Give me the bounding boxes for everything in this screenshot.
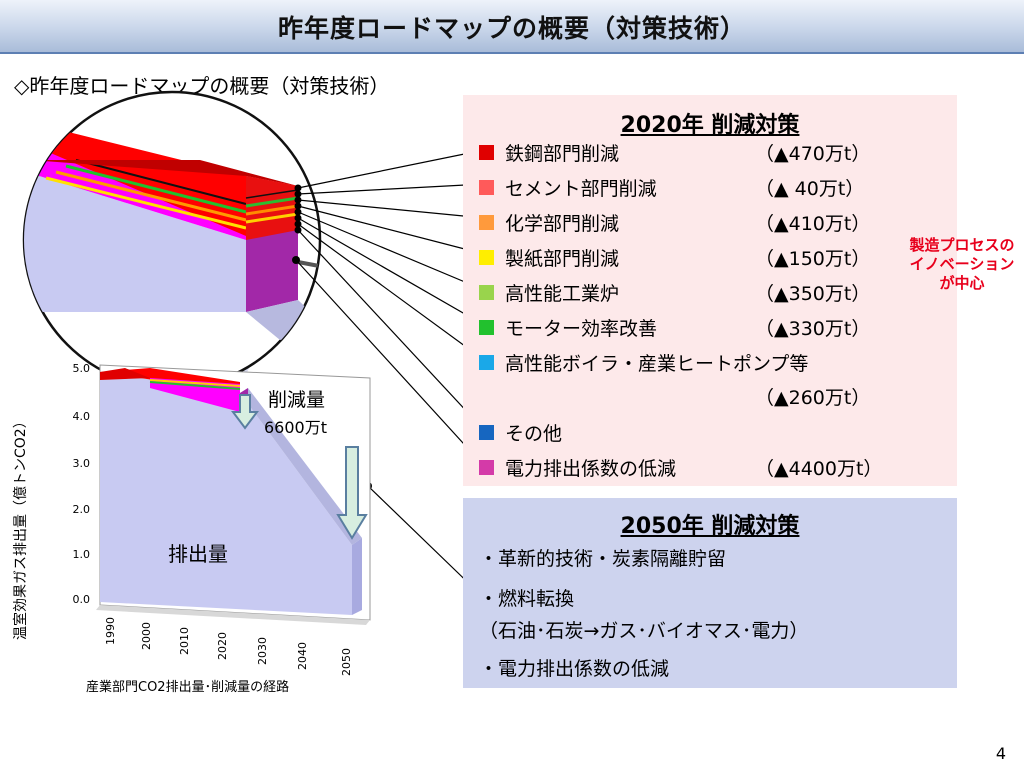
box-2050-measures: 2050年 削減対策 ・革新的技術・炭素隔離貯留 ・燃料転換 （石油･石炭→ガス… — [463, 498, 957, 688]
bracket-note: 製造プロセスのイノベーションが中心 — [909, 236, 1015, 292]
emission-area-side — [240, 388, 362, 545]
legend-value-cement: （▲ 40万t） — [755, 178, 865, 200]
chart-plot-floor — [96, 605, 370, 625]
x-tick-label: 1990 — [104, 617, 117, 645]
reduction-arrow-2050 — [336, 446, 368, 540]
legend-value-boiler: （▲260万t） — [755, 387, 871, 409]
legend-swatch-power — [479, 460, 494, 475]
y-tick-label: 0.0 — [73, 593, 91, 606]
legend-swatch-boiler — [479, 355, 494, 370]
legend-value-paper: （▲150万t） — [755, 248, 871, 270]
page-number: 4 — [995, 744, 1006, 763]
x-tick-label: 2050 — [340, 648, 353, 676]
slide-header: 昨年度ロードマップの概要（対策技術） — [0, 0, 1024, 54]
reduction-label: 削減量 — [268, 389, 325, 411]
box-2020-title: 2020年 削減対策 — [620, 113, 800, 138]
legend-item-boiler: 高性能ボイラ・産業ヒートポンプ等 — [505, 353, 809, 375]
reduction-arrow-2020 — [231, 394, 259, 430]
legend-swatch-furnace — [479, 285, 494, 300]
emission-area-edge — [352, 538, 362, 615]
legend-value-motor: （▲330万t） — [755, 318, 871, 340]
legend-swatch-other — [479, 425, 494, 440]
legend-value-power: （▲4400万t） — [755, 458, 883, 480]
reduction-value: 6600万t — [264, 418, 327, 437]
measure-line: ・燃料転換 — [479, 588, 575, 610]
x-tick-label: 2020 — [216, 632, 229, 660]
legend-swatch-motor — [479, 320, 494, 335]
legend-item-steel: 鉄鋼部門削減 — [505, 143, 620, 165]
legend-item-other: その他 — [505, 423, 563, 445]
y-tick-label: 2.0 — [73, 503, 91, 516]
legend-item-motor: モーター効率改善 — [505, 318, 658, 340]
x-axis-ticks: 1990 2000 2010 2020 2030 2040 2050 — [104, 617, 353, 676]
legend-item-furnace: 高性能工業炉 — [505, 283, 620, 305]
legend-swatch-paper — [479, 250, 494, 265]
measure-line: （石油･石炭→ガス･バイオマス･電力） — [479, 620, 809, 642]
legend-value-furnace: （▲350万t） — [755, 283, 871, 305]
measure-line: ・革新的技術・炭素隔離貯留 — [479, 548, 727, 570]
legend-item-power: 電力排出係数の低減 — [505, 458, 677, 480]
y-tick-label: 3.0 — [73, 457, 91, 470]
x-tick-label: 2030 — [256, 637, 269, 665]
x-tick-label: 2010 — [178, 627, 191, 655]
x-tick-label: 2000 — [140, 622, 153, 650]
emission-area — [100, 372, 352, 615]
y-tick-label: 4.0 — [73, 410, 91, 423]
measure-line: ・電力排出係数の低減 — [479, 658, 670, 680]
legend-item-cement: セメント部門削減 — [505, 178, 657, 200]
chart-caption: 産業部門CO2排出量･削減量の経路 — [86, 680, 290, 695]
legend-swatch-cement — [479, 180, 494, 195]
x-tick-label: 2040 — [296, 642, 309, 670]
legend-swatch-steel — [479, 145, 494, 160]
legend-item-chemical: 化学部門削減 — [505, 213, 620, 235]
legend-value-steel: （▲470万t） — [755, 143, 871, 165]
y-tick-label: 1.0 — [73, 548, 91, 561]
y-axis-label: 温室効果ガス排出量（億トンCO2） — [13, 414, 29, 640]
box-2050-title: 2050年 削減対策 — [620, 514, 800, 539]
legend-swatch-chemical — [479, 215, 494, 230]
legend-item-paper: 製紙部門削減 — [505, 248, 620, 270]
y-tick-label: 5.0 — [73, 362, 91, 375]
legend-value-chemical: （▲410万t） — [755, 213, 871, 235]
y-axis-ticks: 5.0 4.0 3.0 2.0 1.0 0.0 — [73, 362, 91, 606]
slide-title: 昨年度ロードマップの概要（対策技術） — [277, 14, 746, 43]
box-2020-measures: 2020年 削減対策 鉄鋼部門削減 （▲470万t） セメント部門削減 （▲ 4… — [463, 95, 957, 486]
emission-label: 排出量 — [168, 542, 228, 566]
